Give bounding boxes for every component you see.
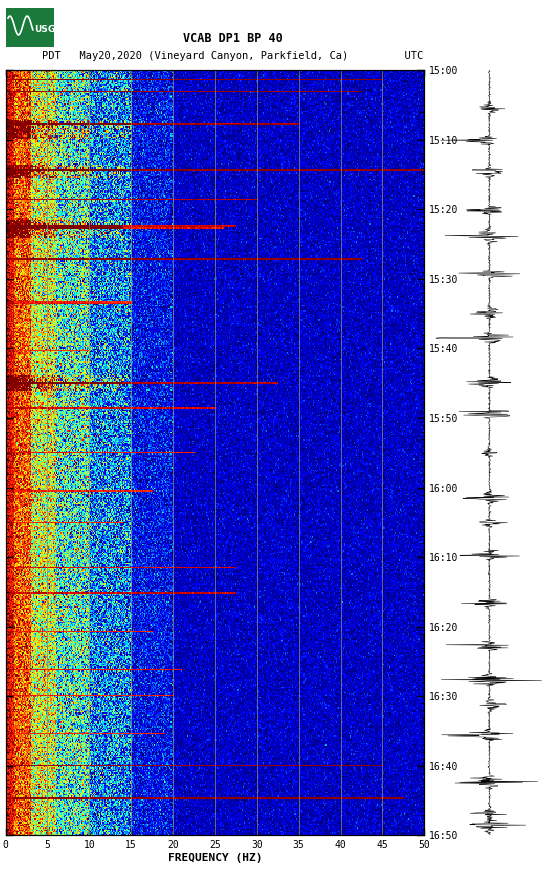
Text: VCAB DP1 BP 40: VCAB DP1 BP 40 — [183, 32, 283, 45]
Text: USGS: USGS — [34, 25, 62, 34]
FancyBboxPatch shape — [6, 8, 54, 47]
Text: PDT   May20,2020 (Vineyard Canyon, Parkfield, Ca)         UTC: PDT May20,2020 (Vineyard Canyon, Parkfie… — [42, 51, 423, 61]
X-axis label: FREQUENCY (HZ): FREQUENCY (HZ) — [168, 853, 262, 863]
